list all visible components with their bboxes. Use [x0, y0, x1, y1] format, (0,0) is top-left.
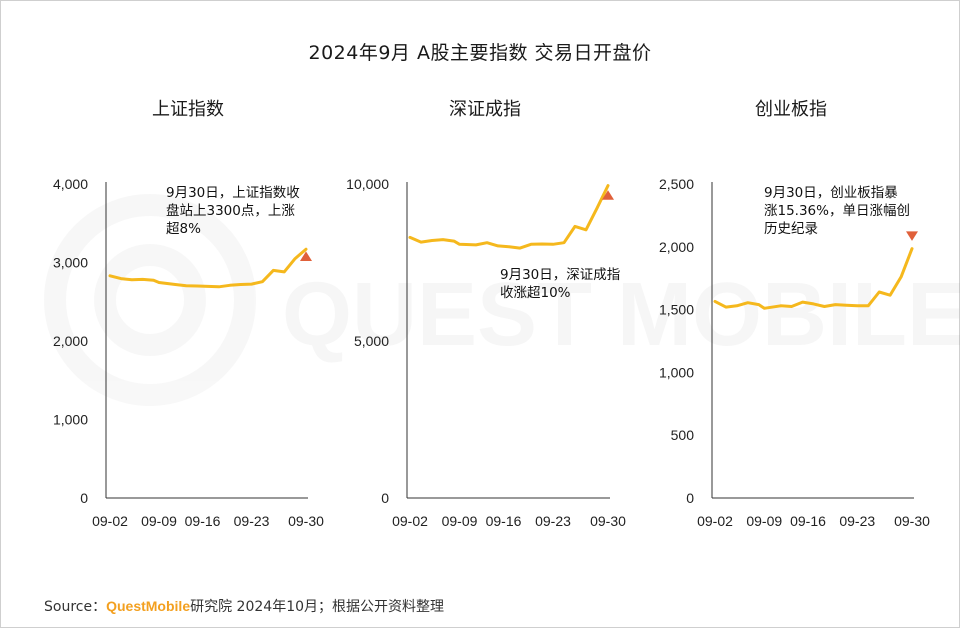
series-line [713, 247, 914, 310]
chart-title-sse: 上证指数 [152, 99, 224, 120]
y-tick-label: 10,000 [346, 176, 389, 192]
trend-marker-icon [300, 251, 312, 262]
x-tick-label: 09-30 [894, 513, 930, 529]
y-tick-label: 2,000 [53, 333, 88, 349]
x-tick-label: 09-16 [486, 513, 522, 529]
y-tick-label: 500 [671, 427, 695, 443]
source-prefix: Source： [44, 599, 107, 615]
chart-title-chinext: 创业板指 [755, 99, 827, 120]
x-tick-label: 09-09 [442, 513, 478, 529]
x-tick-label: 09-23 [234, 513, 270, 529]
y-tick-label: 1,000 [659, 364, 694, 380]
y-tick-label: 5,000 [354, 333, 389, 349]
y-tick-label: 4,000 [53, 176, 88, 192]
annotation-chinext: 9月30日，创业板指暴 涨15.36%，单日涨幅创 历史纪录 [764, 185, 910, 237]
x-tick-label: 09-02 [92, 513, 128, 529]
x-tick-label: 09-02 [697, 513, 733, 529]
y-tick-label: 0 [381, 490, 389, 506]
y-tick-label: 0 [80, 490, 88, 506]
y-tick-label: 2,000 [659, 239, 694, 255]
y-tick-label: 1,000 [53, 412, 88, 428]
y-tick-label: 0 [686, 490, 694, 506]
trend-marker-icon [602, 190, 614, 200]
annotation-sse: 9月30日，上证指数收 盘站上3300点，上涨 超8% [166, 185, 300, 237]
x-tick-label: 09-16 [790, 513, 826, 529]
x-tick-label: 09-23 [535, 513, 571, 529]
chart-title-szse: 深证成指 [449, 99, 521, 120]
source-note: Source：QuestMobile研究院 2024年10月；根据公开资料整理 [44, 596, 444, 616]
y-tick-label: 2,500 [659, 176, 694, 192]
trend-marker-icon [906, 231, 918, 241]
y-tick-label: 1,500 [659, 302, 694, 318]
x-tick-label: 09-02 [392, 513, 428, 529]
x-tick-label: 09-30 [288, 513, 324, 529]
x-tick-label: 09-16 [185, 513, 221, 529]
x-tick-label: 09-09 [746, 513, 782, 529]
page-title: 2024年9月 A股主要指数 交易日开盘价 [308, 42, 652, 64]
x-tick-label: 09-09 [141, 513, 177, 529]
x-tick-label: 09-23 [839, 513, 875, 529]
source-suffix: 研究院 2024年10月；根据公开资料整理 [190, 599, 445, 615]
source-brand: QuestMobile [106, 598, 191, 614]
annotation-szse: 9月30日，深证成指 收涨超10% [500, 267, 621, 301]
x-tick-label: 09-30 [590, 513, 626, 529]
y-tick-label: 3,000 [53, 255, 88, 271]
